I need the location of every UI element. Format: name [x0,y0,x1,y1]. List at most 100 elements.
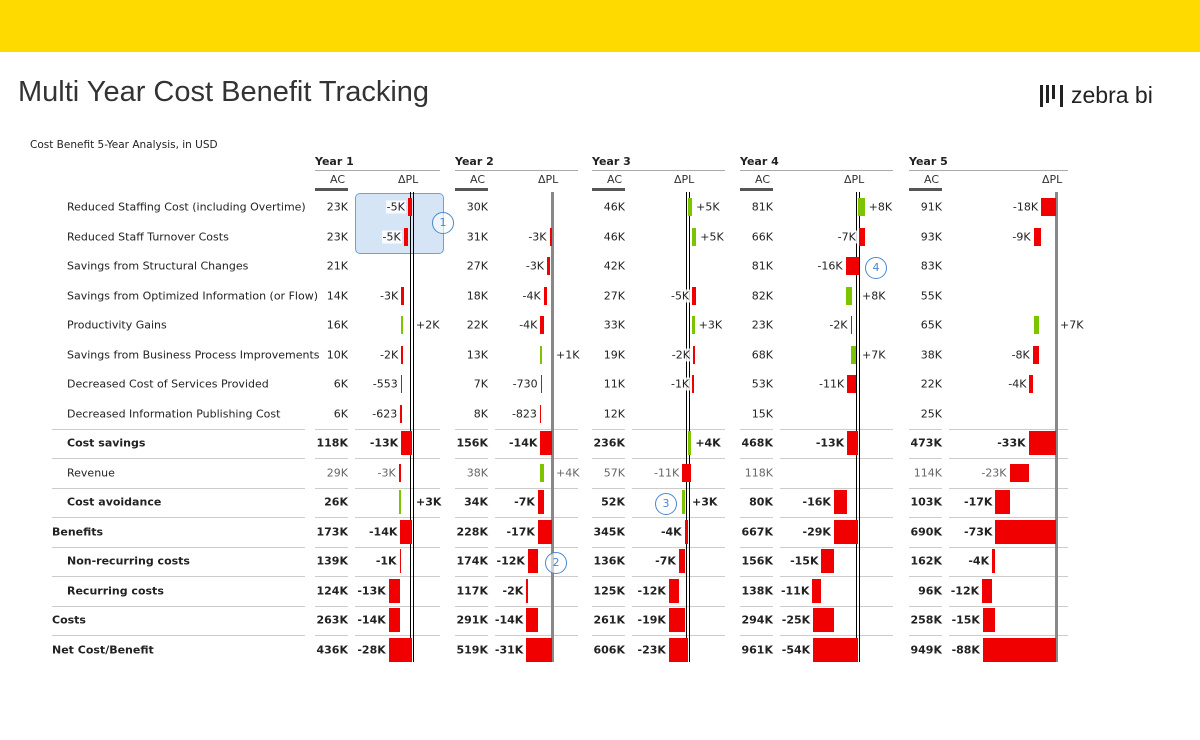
chart-subtitle: Cost Benefit 5-Year Analysis, in USD [30,139,218,151]
ac-value: 6K [333,407,348,420]
row-separator [909,487,942,489]
baseline-axis [551,192,554,662]
ac-value: 46K [603,230,625,243]
annotation-marker-4[interactable]: 4 [865,257,887,279]
delta-label: +2K [415,318,441,332]
delta-label: -12K [949,584,981,597]
delta-bar [850,316,853,334]
annotation-marker-1[interactable]: 1 [432,212,454,234]
ac-column-header[interactable]: AC [330,173,346,186]
row-separator [355,458,440,459]
delta-label: -2K [501,584,525,597]
year-header-line [455,170,578,171]
row-separator [909,605,942,607]
row-separator [52,428,305,430]
row-label: Recurring costs [67,584,164,597]
row-separator [455,517,488,518]
delta-label: -3K [376,466,397,479]
row-separator [315,546,348,548]
ac-value: 34K [464,495,488,509]
delta-label: -11K [818,377,846,391]
delta-bar [850,345,857,364]
delta-label: +4K [555,466,581,479]
delta-bar [537,490,544,514]
row-separator [632,605,725,607]
row-separator [632,428,725,430]
ac-header-underline [909,188,942,191]
delta-label: +8K [861,289,887,302]
year-header-line [740,170,893,171]
ac-value: 93K [920,230,942,243]
ac-value: 30K [466,200,488,214]
delta-label: +1K [555,348,581,361]
delta-label: -3K [379,289,400,302]
delta-pl-column-header[interactable]: ΔPL [398,173,419,186]
delta-label: +8K [867,200,894,214]
ac-value: 949K [910,643,943,656]
year-header: Year 4 [740,155,779,168]
row-separator [632,458,725,459]
delta-label: -73K [963,525,994,538]
delta-pl-column-header[interactable]: ΔPL [844,173,865,186]
delta-bar [684,519,688,544]
row-separator [632,487,725,489]
row-separator [949,605,1068,607]
row-separator [455,428,488,430]
row-separator [949,517,1068,518]
row-separator [592,605,625,607]
zebra-bi-logo: zebra bi [1040,82,1153,109]
row-separator [909,458,942,459]
ac-value: 29K [326,466,348,479]
delta-bar [821,549,834,573]
delta-bar [692,345,695,364]
delta-bar [982,637,1056,662]
delta-bar [527,549,538,573]
delta-pl-column-header[interactable]: ΔPL [538,173,559,186]
delta-label: -623 [371,407,399,420]
ac-value: 81K [751,259,773,273]
delta-label: -14K [493,613,525,627]
row-separator [355,487,440,489]
delta-bar [847,431,858,455]
delta-label: -16K [816,259,844,273]
ac-header-underline [592,188,625,191]
row-label: Costs [52,613,86,627]
row-separator [740,458,773,459]
ac-value: 468K [741,436,774,450]
annotation-marker-2[interactable]: 2 [545,552,567,574]
delta-bar [833,519,858,544]
row-separator [355,605,440,607]
year-header: Year 2 [455,155,494,168]
row-separator [315,517,348,518]
ac-value: 118K [316,436,349,450]
ac-value: 82K [751,289,773,302]
row-separator [909,428,942,430]
row-separator [780,487,893,489]
ac-column-header[interactable]: AC [470,173,486,186]
ac-value: 228K [456,525,489,538]
row-label: Benefits [52,525,104,538]
ac-header-underline [315,188,348,191]
ac-column-header[interactable]: AC [755,173,771,186]
ac-value: 16K [326,318,348,332]
delta-pl-column-header[interactable]: ΔPL [1042,173,1063,186]
row-separator [495,458,578,459]
row-separator [780,635,893,636]
delta-bar [1033,316,1040,334]
delta-label: -5K [381,230,402,243]
delta-bar [401,431,412,455]
row-separator [780,517,893,518]
delta-pl-column-header[interactable]: ΔPL [674,173,695,186]
delta-bar [549,227,552,246]
ac-column-header[interactable]: AC [607,173,623,186]
row-separator [52,487,305,489]
annotation-marker-3[interactable]: 3 [655,493,677,515]
delta-bar [692,375,694,393]
logo-text: zebra bi [1071,82,1153,108]
delta-label: -23K [980,466,1008,479]
delta-bar [682,463,692,482]
delta-bar [845,286,853,305]
ac-value: 139K [316,554,349,568]
ac-column-header[interactable]: AC [924,173,940,186]
row-separator [495,487,578,489]
